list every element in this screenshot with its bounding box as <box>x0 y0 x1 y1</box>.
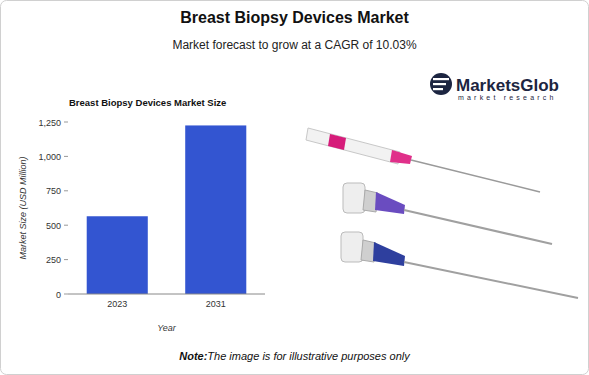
x-axis <box>68 294 265 295</box>
y-axis-label: Market Size (USD Million) <box>18 156 28 259</box>
logo-icon <box>430 73 452 95</box>
y-tick-label: 1,250 <box>38 118 61 128</box>
hub-purple <box>375 192 405 214</box>
logo-stripe <box>433 83 446 85</box>
y-tick-label: 750 <box>46 186 61 196</box>
hub-cap <box>343 183 365 213</box>
logo-stripe <box>433 88 443 90</box>
canvas: Breast Biopsy Devices Market Market forec… <box>0 0 589 375</box>
logo-name: MarketsGlob <box>456 76 559 95</box>
logo: MarketsGlobmarket research <box>430 73 559 101</box>
chart-title: Breast Biopsy Devices Market Size <box>69 97 226 108</box>
y-tick <box>64 225 68 226</box>
y-tick-label: 250 <box>46 255 61 265</box>
logo-tagline: market research <box>458 94 557 101</box>
needle-blue <box>404 262 578 298</box>
y-tick <box>64 190 68 191</box>
y-tick-label: 0 <box>56 290 61 300</box>
hub-blue <box>373 242 405 266</box>
y-tick <box>64 294 68 295</box>
note-text: The image is for illustrative purposes o… <box>207 350 411 362</box>
chart: Breast Biopsy Devices Market Size 0 250 500… <box>18 97 265 333</box>
y-tick-label: 1,000 <box>38 152 61 162</box>
needle-purple <box>404 210 552 244</box>
y-tick <box>64 156 68 157</box>
y-tick <box>64 259 68 260</box>
hub-cap <box>341 232 363 262</box>
page-subtitle: Market forecast to grow at a CAGR of 10.… <box>172 38 416 52</box>
frame <box>1 1 589 375</box>
device-needle <box>411 160 540 192</box>
bar <box>87 216 148 294</box>
device-body <box>306 128 400 164</box>
device-tip <box>390 150 412 164</box>
logo-stripe <box>433 78 449 80</box>
page-title: Breast Biopsy Devices Market <box>180 9 409 26</box>
y-tick-label: 500 <box>46 221 61 231</box>
x-axis-label: Year <box>157 323 177 333</box>
page: Breast Biopsy Devices Market Market forec… <box>0 0 589 375</box>
bar <box>185 125 246 294</box>
y-tick <box>64 122 68 123</box>
bars <box>87 125 247 294</box>
note-label: Note: <box>179 350 207 362</box>
x-tick-label: 2023 <box>107 299 127 309</box>
note: Note:The image is for illustrative purpo… <box>179 350 411 362</box>
device-band <box>328 134 346 150</box>
illustration <box>306 128 578 298</box>
x-tick-label: 2031 <box>206 299 226 309</box>
